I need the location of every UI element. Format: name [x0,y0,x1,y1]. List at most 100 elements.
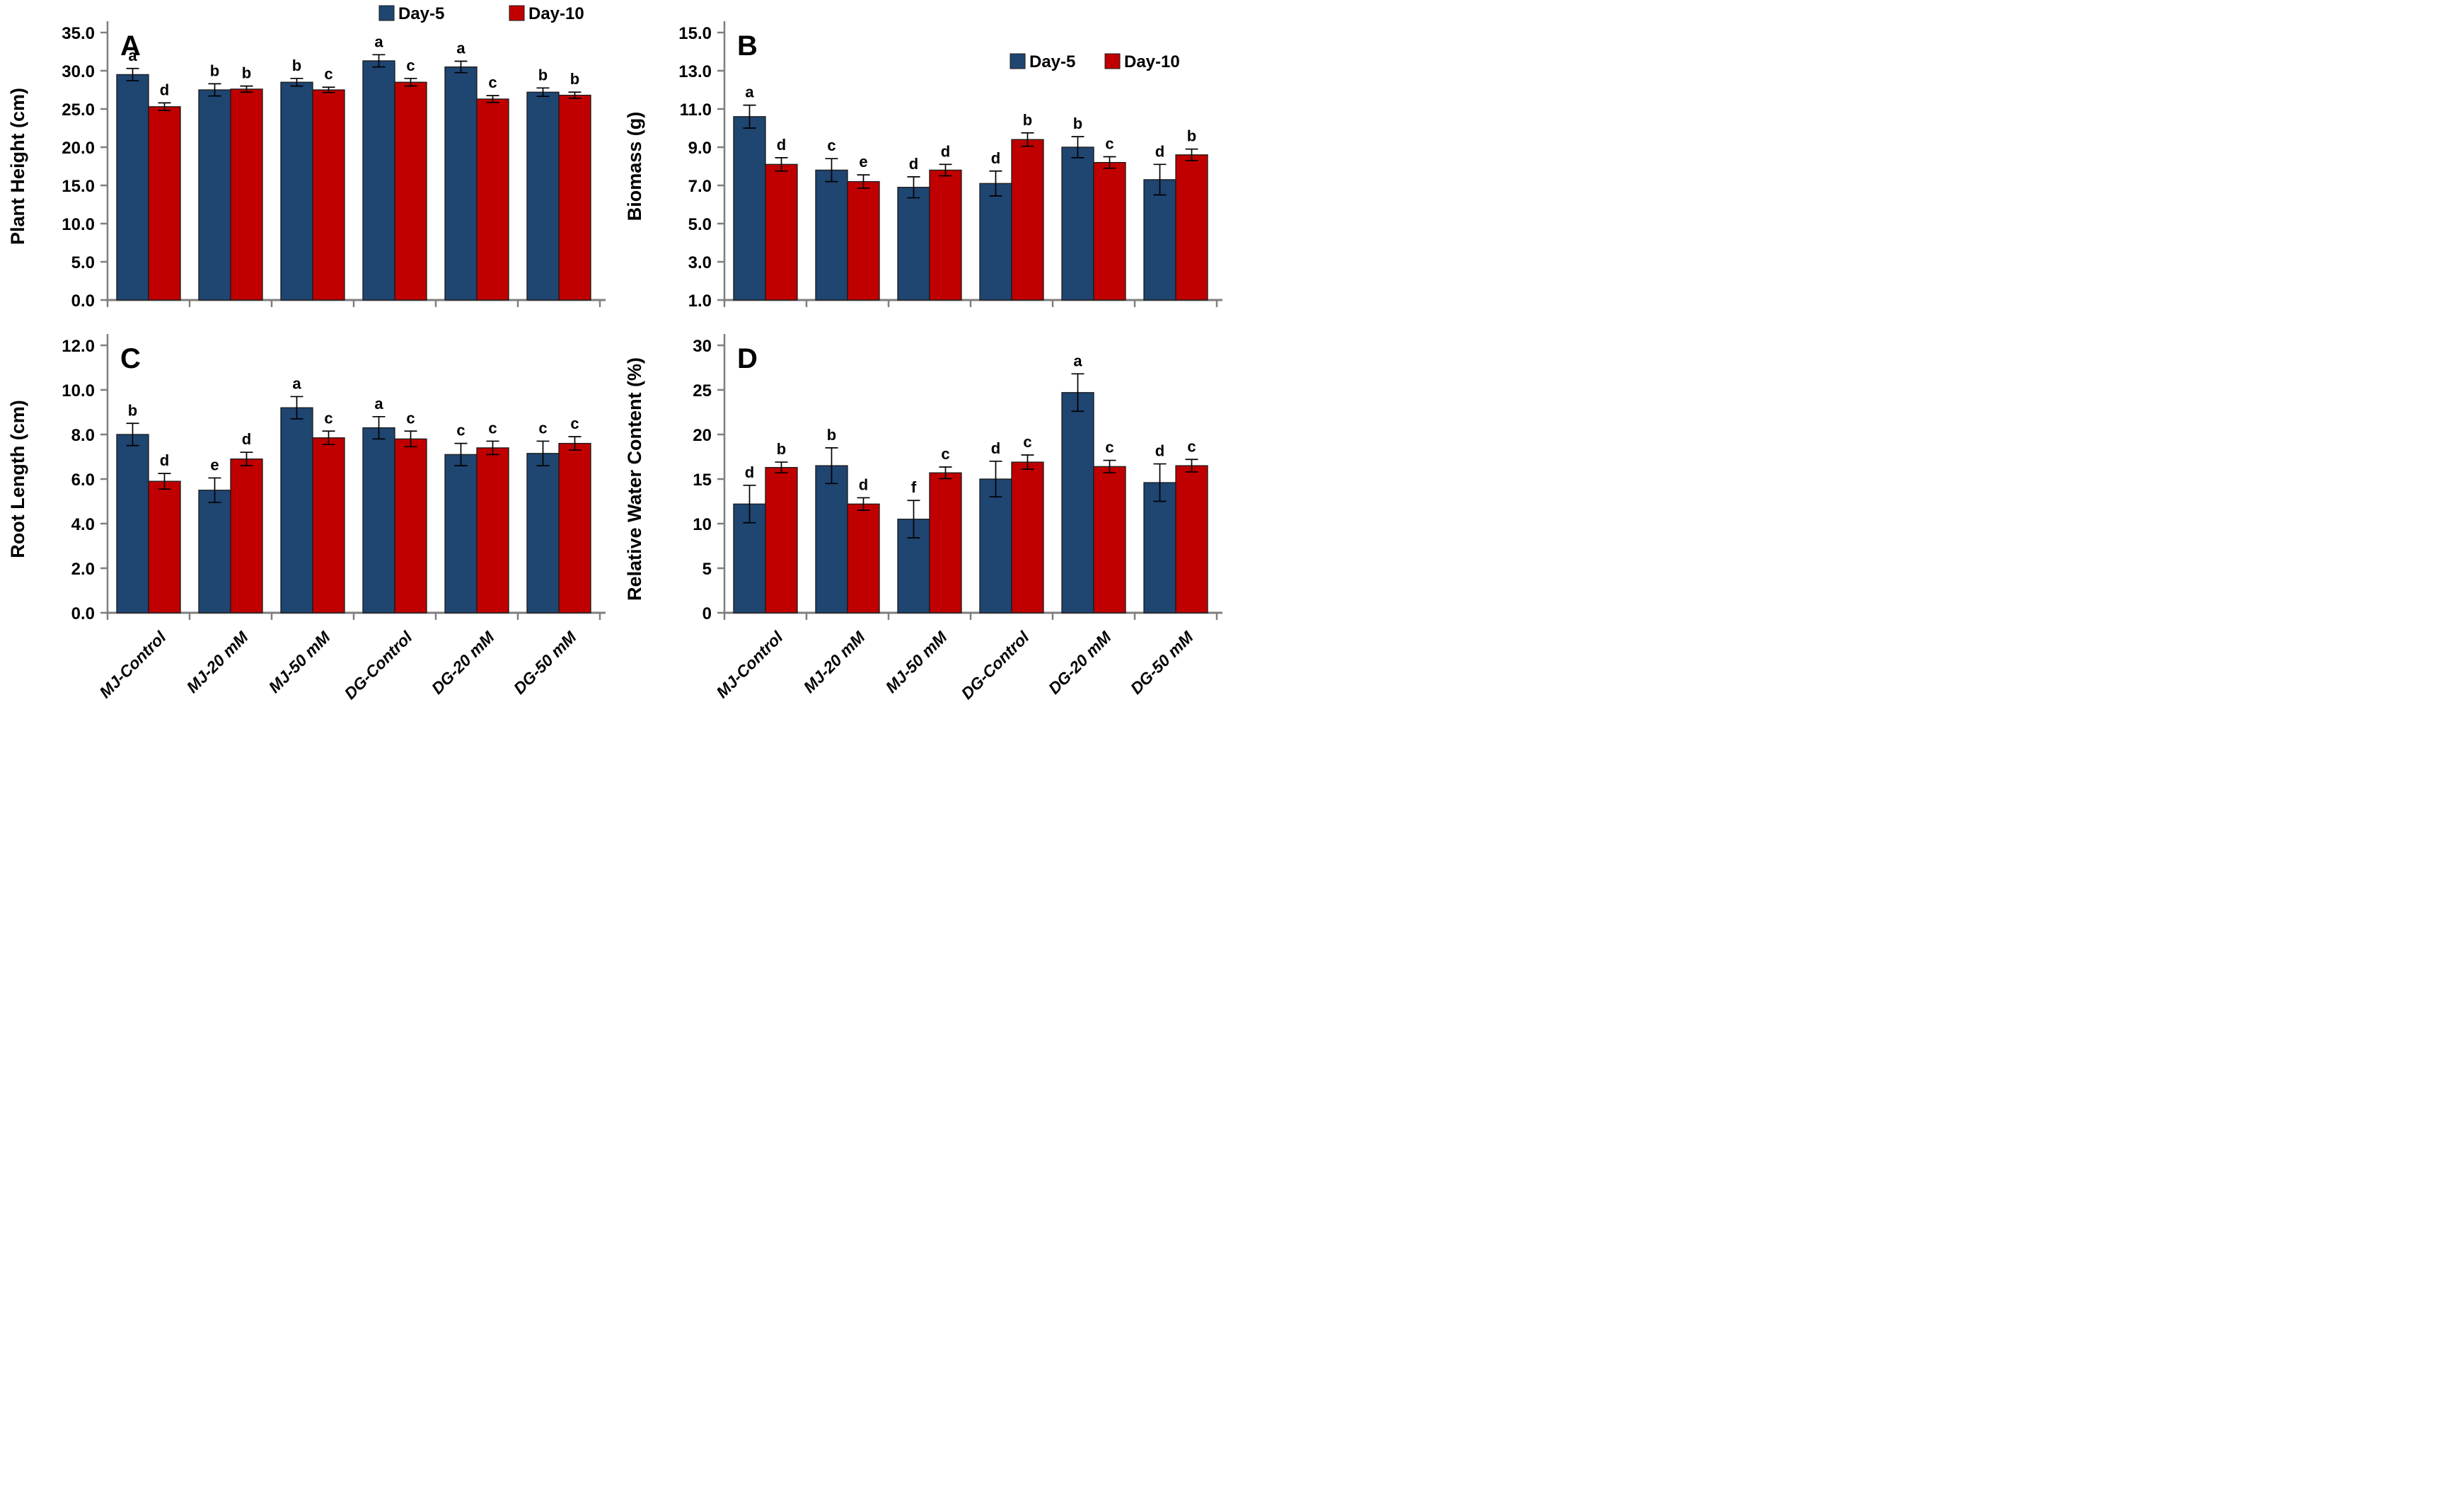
y-tick-label: 9.0 [688,139,712,158]
y-axis-title: Plant Height (cm) [7,88,28,245]
sig-letter: e [859,153,867,171]
y-tick-label: 15.0 [678,24,712,43]
sig-letter: b [292,57,301,74]
error-bar [825,447,838,485]
x-tick-label: MJ-20 mM [800,628,869,697]
error-bar [1021,454,1034,470]
bar-day-5-MJ-Control [116,74,149,301]
bar-day-10-MJ-20 mM [847,180,880,301]
sig-letter: a [292,374,301,392]
legend-swatch-day-5 [1010,53,1026,69]
sig-letter: d [991,439,1000,457]
y-tick-label: 0.0 [71,604,95,623]
error-bar [372,54,386,68]
error-bar [857,497,870,511]
panel-label: B [737,30,758,62]
sig-letter: b [210,62,219,79]
sig-letter: d [242,430,251,448]
sig-letter: b [538,66,548,83]
x-tick-label: DG-20 mM [1045,628,1115,698]
bar-day-5-DG-50 mM [1143,482,1176,613]
x-tick-label: DG-20 mM [428,628,498,698]
sig-letter: e [210,456,219,473]
bar-day-10-DG-20 mM [1093,161,1126,301]
sig-letter: d [160,81,169,98]
bar-day-5-MJ-20 mM [815,465,848,613]
error-bar [158,102,171,112]
error-bar [743,104,756,129]
sig-letter: d [991,149,1000,167]
y-tick-label: 3.0 [688,253,712,272]
bar-day-5-DG-20 mM [444,454,478,613]
sig-letter: c [406,57,415,74]
error-bar [486,95,499,103]
legend-swatch-day-5 [378,5,395,21]
error-bar [372,415,386,440]
sig-letter: c [406,409,415,427]
error-bar [486,440,499,456]
bar-day-5-MJ-Control [733,116,766,301]
bar-day-10-DG-20 mM [1093,466,1126,613]
y-tick-label: 11.0 [680,100,712,120]
error-bar [939,163,952,177]
bar-day-10-DG-50 mM [558,94,591,301]
x-tick-label: MJ-50 mM [882,628,952,697]
four-panel-bar-figure: 35.0 30.0 25.0 20.0 15.0 10.0 5.0 0.0 a b b a a b d b c c… [0,0,1234,760]
bar-day-10-MJ-20 mM [230,88,263,301]
sig-letter: d [859,476,868,493]
sig-letter: d [160,451,169,469]
sig-letter: a [374,33,383,50]
y-tick-label: 5 [702,560,712,579]
bar-day-5-MJ-Control [116,434,149,613]
panel-label: A [120,30,141,62]
sig-letter: c [1187,437,1196,455]
y-axis-title: Relative Water Content (%) [624,357,645,601]
bar-day-10-DG-Control [394,438,427,613]
sig-letter: a [745,83,754,101]
y-tick-label: 2.0 [71,560,95,579]
bar-day-5-DG-50 mM [526,91,560,301]
sig-letter: f [911,478,917,496]
error-bar [240,85,253,93]
legend-label-day-10: Day-10 [528,4,584,23]
panel-d-relative-water-content-chart: 30 25 20 15 10 5 0 d b f d a d b d c c c c MJ-Control MJ-20 … [624,334,1222,703]
error-bar [322,86,335,93]
y-tick-label: 30.0 [62,62,95,81]
x-tick-label: DG-50 mM [1127,628,1197,698]
x-tick-label: DG-Control [958,628,1033,703]
y-tick-label: 12.0 [62,337,95,356]
bar-day-5-MJ-20 mM [198,490,231,613]
error-bar [568,91,582,99]
error-bar [536,440,550,466]
error-bar [126,422,139,446]
bar-day-10-MJ-20 mM [230,458,263,613]
sig-letter: a [456,40,465,57]
y-tick-label: 20.0 [62,139,95,158]
y-tick-label: 20 [693,426,712,445]
bar-day-10-DG-Control [394,81,427,301]
bar-day-5-DG-50 mM [526,453,560,613]
sig-letter: a [128,47,137,64]
error-bar [989,460,1002,498]
error-bar [568,436,582,451]
error-bar [939,466,952,480]
y-tick-label: 25 [693,381,712,401]
error-bar [1153,463,1167,502]
error-bar [1153,163,1167,196]
error-bar [290,77,303,87]
x-tick-label: MJ-50 mM [265,628,335,697]
bar-day-5-MJ-20 mM [815,169,848,301]
bar-day-10-DG-Control [1011,139,1044,301]
legend-label-day-10: Day-10 [1124,52,1180,71]
bar-day-5-DG-Control [362,60,395,301]
error-bar [1103,156,1116,169]
error-bar [743,484,756,524]
bar-day-5-MJ-50 mM [280,407,313,613]
sig-letter: c [488,74,497,91]
y-tick-label: 0 [702,604,712,623]
y-tick-label: 10.0 [62,381,95,401]
error-bar [1185,459,1198,473]
sig-letter: c [538,419,547,437]
error-bar [158,473,171,490]
sig-letter: d [941,142,950,160]
